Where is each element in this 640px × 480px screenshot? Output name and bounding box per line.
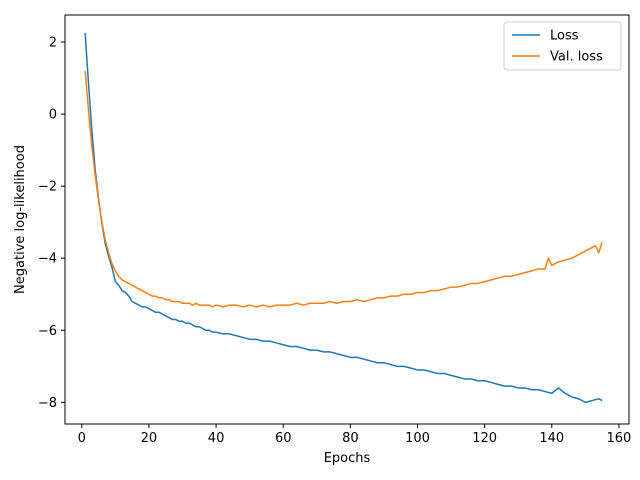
legend-box — [503, 21, 622, 71]
x-tick-label: 0 — [78, 431, 86, 446]
x-tick-label: 20 — [141, 431, 158, 446]
x-tick-label: 140 — [539, 431, 564, 446]
x-tick-label: 120 — [472, 431, 497, 446]
series-line-1 — [84, 70, 603, 308]
y-tick-label: −2 — [38, 180, 57, 195]
legend: Loss Val. loss — [503, 21, 622, 71]
legend-label-val-loss: Val. loss — [550, 50, 603, 65]
x-axis-ticks: 0 20 40 60 80 100 120 140 160 — [78, 424, 632, 446]
series-layer — [84, 32, 603, 404]
legend-label-loss: Loss — [550, 29, 579, 44]
y-tick-label: 0 — [49, 108, 57, 123]
y-tick-label: −6 — [38, 324, 57, 339]
y-axis-label: Negative log-likelihood — [13, 145, 28, 294]
y-axis-ticks: −8 −6 −4 −2 0 2 — [38, 36, 65, 411]
x-tick-label: 60 — [275, 431, 292, 446]
y-tick-label: −8 — [38, 396, 57, 411]
plot-frame — [64, 14, 630, 425]
x-axis-label: Epochs — [324, 451, 371, 466]
x-tick-label: 160 — [607, 431, 632, 446]
series-line-0 — [84, 32, 603, 404]
y-tick-label: −4 — [38, 252, 57, 267]
x-tick-label: 100 — [405, 431, 430, 446]
x-tick-label: 40 — [208, 431, 225, 446]
y-tick-label: 2 — [49, 36, 57, 51]
x-tick-label: 80 — [342, 431, 359, 446]
